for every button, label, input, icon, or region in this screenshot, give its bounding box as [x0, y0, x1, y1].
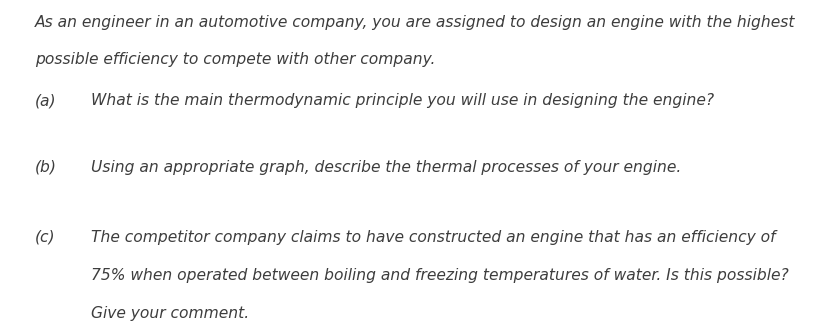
Text: Give your comment.: Give your comment. [91, 306, 249, 321]
Text: As an engineer in an automotive company, you are assigned to design an engine wi: As an engineer in an automotive company,… [35, 15, 794, 30]
Text: The competitor company claims to have constructed an engine that has an efficien: The competitor company claims to have co… [91, 230, 775, 245]
Text: (b): (b) [35, 160, 56, 175]
Text: What is the main thermodynamic principle you will use in designing the engine?: What is the main thermodynamic principle… [91, 93, 714, 108]
Text: 75% when operated between boiling and freezing temperatures of water. Is this po: 75% when operated between boiling and fr… [91, 268, 788, 283]
Text: Using an appropriate graph, describe the thermal processes of your engine.: Using an appropriate graph, describe the… [91, 160, 681, 175]
Text: possible efficiency to compete with other company.: possible efficiency to compete with othe… [35, 52, 435, 67]
Text: (a): (a) [35, 93, 56, 108]
Text: (c): (c) [35, 230, 55, 245]
